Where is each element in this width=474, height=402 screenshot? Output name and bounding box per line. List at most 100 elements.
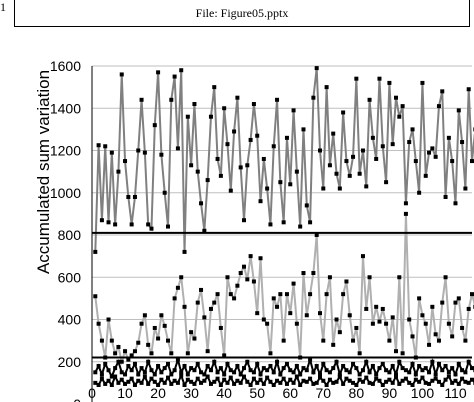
data-point [232,370,237,375]
data-point [96,321,101,326]
data-point [456,381,461,386]
data-point [400,366,405,371]
data-point [364,184,369,189]
data-point [397,114,402,119]
file-name-box: File: Figure05.pptx [14,0,470,27]
data-point [470,159,474,164]
data-point [314,66,319,71]
data-point [341,381,346,386]
data-point [423,321,428,326]
data-point [96,363,101,368]
data-point [470,366,474,371]
data-point [136,378,141,383]
y-tick-label: 800 [58,227,82,243]
data-point [179,68,184,73]
y-tick-label: 1000 [50,185,81,201]
y-tick-label: 1200 [50,143,81,159]
data-point [298,382,303,387]
data-point [103,381,108,386]
data-point [232,381,237,386]
data-point [212,379,217,384]
data-point [195,361,200,366]
data-point [228,368,233,373]
data-point [347,313,352,318]
data-point [470,377,474,382]
data-point [129,376,134,381]
data-point [139,97,144,102]
data-point [440,382,445,387]
x-tick-label: 0 [88,385,96,401]
data-point [410,127,415,132]
data-point [304,313,309,318]
data-point [126,363,131,368]
data-point [159,313,164,318]
data-point [232,296,237,301]
data-point [169,381,174,386]
data-point [218,382,223,387]
data-point [258,256,263,261]
data-point [189,330,194,335]
data-point [301,378,306,383]
data-point [413,159,418,164]
data-point [318,148,322,153]
data-point [420,80,425,85]
data-point [460,140,465,145]
data-point [116,344,121,349]
data-point [298,224,303,229]
data-point [185,351,190,356]
data-point [314,380,319,385]
data-point [152,372,157,377]
data-point [109,150,114,155]
data-point [308,220,313,225]
data-point [278,380,283,385]
data-point [423,380,428,385]
data-point [113,374,118,379]
data-point [132,361,137,366]
data-point [354,366,359,371]
data-point [146,222,151,227]
data-point [400,378,405,383]
data-point [387,370,392,375]
data-point [123,381,128,386]
data-point [275,378,280,383]
data-point [169,351,174,356]
y-tick-label: 400 [58,312,82,328]
x-tick-label: 70 [316,385,332,401]
data-point [443,275,448,280]
data-point [344,279,349,284]
x-tick-label: 90 [382,385,398,401]
data-point [324,368,329,373]
data-point [281,376,286,381]
data-point [400,351,405,356]
data-point [446,370,451,375]
data-point [341,110,346,115]
axes: 0 200 400 600 800 1000 1200 1400 1600 0 10 20 30 40 50… [50,58,467,402]
data-point [255,380,260,385]
data-point [212,300,217,305]
data-point [327,370,332,375]
data-point [463,338,468,343]
data-point [275,304,280,309]
data-point [463,379,468,384]
data-point [119,359,124,364]
data-point [202,372,207,377]
data-point [423,366,428,371]
data-point [139,366,144,371]
data-point [427,370,432,375]
data-point [291,380,296,385]
data-point [427,150,432,155]
data-point [370,363,375,368]
data-point [218,325,223,330]
data-point [119,377,124,382]
data-point [195,376,200,381]
data-point [407,317,412,322]
data-point [149,368,154,373]
data-point [136,148,141,153]
data-point [238,372,243,377]
data-point [384,321,389,326]
data-point [450,366,455,371]
data-point [321,338,326,343]
data-point [341,363,346,368]
data-point [208,114,213,119]
